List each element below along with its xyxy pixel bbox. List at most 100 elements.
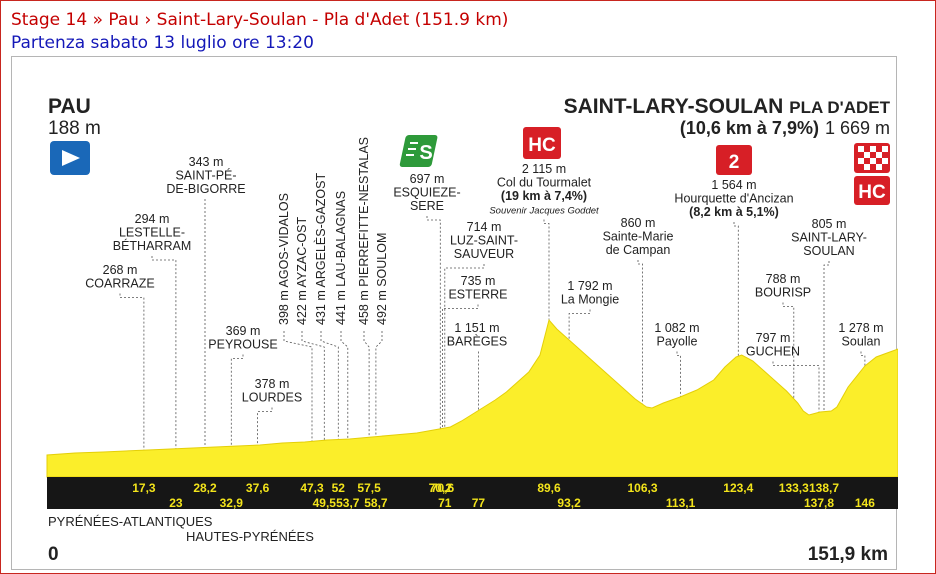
point-label-9-line-1: Col du Tourmalet bbox=[497, 176, 592, 190]
km-band bbox=[47, 477, 898, 509]
km-tick-bottom-1: 32,9 bbox=[220, 496, 244, 510]
department-2: HAUTES-PYRÉNÉES bbox=[186, 529, 314, 544]
leader-line-9 bbox=[543, 219, 550, 477]
point-label-17-line-0: 1 278 m bbox=[838, 321, 883, 335]
km-tick-bottom-0: 23 bbox=[169, 496, 183, 510]
point-label-9-line-3: Souvenir Jacques Goddet bbox=[489, 206, 599, 217]
elevation-profile bbox=[46, 318, 898, 478]
finish-title: SAINT-LARY-SOULAN PLA D'ADET bbox=[564, 95, 891, 118]
point-label-2-line-2: DE-BIGORRE bbox=[166, 182, 245, 196]
start-flag-icon bbox=[50, 141, 90, 175]
point-label-6-line-2: SAUVEUR bbox=[454, 247, 514, 261]
point-label-2-line-1: SAINT-PÉ- bbox=[175, 168, 236, 183]
leader-line-5 bbox=[426, 216, 441, 477]
point-label-10-line-1: La Mongie bbox=[561, 293, 619, 307]
point-label-16-line-2: SOULAN bbox=[803, 244, 854, 258]
leader-line-7 bbox=[442, 304, 479, 477]
km-tick-bottom-6: 77 bbox=[472, 496, 486, 510]
point-label-2-line-0: 343 m bbox=[189, 155, 224, 169]
vertical-leader-3 bbox=[340, 331, 349, 477]
point-label-3-line-0: 369 m bbox=[226, 324, 261, 338]
ancizan-badge-label: 2 bbox=[729, 152, 740, 173]
km-tick-bottom-5: 71 bbox=[438, 496, 452, 510]
km-tick-top-2: 37,6 bbox=[246, 481, 270, 495]
km-tick-top-8: 89,6 bbox=[537, 481, 561, 495]
point-label-10: 1 792 mLa Mongie bbox=[561, 279, 619, 307]
finish-icon bbox=[854, 143, 890, 173]
point-label-15-line-1: GUCHEN bbox=[746, 345, 800, 359]
vertical-leader-2 bbox=[320, 331, 339, 477]
point-label-0-line-0: 268 m bbox=[103, 263, 138, 277]
leader-line-4 bbox=[257, 407, 273, 477]
start-altitude: 188 m bbox=[48, 118, 101, 139]
leader-line-10 bbox=[568, 309, 591, 477]
point-label-14-line-0: 788 m bbox=[766, 272, 801, 286]
point-label-0-line-1: COARRAZE bbox=[85, 277, 154, 291]
leader-line-6 bbox=[444, 264, 485, 477]
point-label-7-line-1: ESTERRE bbox=[448, 288, 507, 302]
km-tick-bottom-10: 146 bbox=[855, 496, 875, 510]
leader-line-1 bbox=[151, 256, 177, 477]
department-1: PYRÉNÉES-ATLANTIQUES bbox=[48, 514, 213, 529]
km-tick-top-11: 133,3 bbox=[779, 481, 809, 495]
tourmalet-badge-label: HC bbox=[528, 135, 556, 156]
stage-profile: 17,3 28,2 37,6 47,3 52 57,5 70,2 70,6 89,6 106,3 1… bbox=[11, 56, 898, 570]
point-label-11-line-1: Sainte-Marie bbox=[603, 230, 674, 244]
point-label-1-line-2: BÉTHARRAM bbox=[113, 238, 191, 253]
km-tick-bottom-3: 53,7 bbox=[336, 496, 360, 510]
vertical-label-4: 458 m PIERREFITTE-NESTALAS bbox=[357, 137, 371, 325]
sprint-label: S bbox=[419, 142, 432, 164]
point-label-12-line-1: Payolle bbox=[657, 335, 698, 349]
point-label-4-line-1: LOURDES bbox=[242, 391, 302, 405]
stage-title: Stage 14 » Pau › Saint-Lary-Soulan - Pla… bbox=[11, 10, 509, 30]
km-tick-bottom-8: 113,1 bbox=[666, 496, 696, 510]
point-label-12-line-0: 1 082 m bbox=[654, 321, 699, 335]
profile-diagram: 17,3 28,2 37,6 47,3 52 57,5 70,270,6 89,6 106,3 1… bbox=[46, 95, 898, 565]
departure-time: Partenza sabato 13 luglio ore 13:20 bbox=[11, 33, 314, 53]
finish-name: SAINT-LARY-SOULAN bbox=[564, 95, 784, 118]
km-tick-top-1: 28,2 bbox=[193, 481, 217, 495]
km-tick-top-4: 52 bbox=[332, 481, 346, 495]
point-label-5-line-0: 697 m bbox=[410, 172, 445, 186]
vertical-label-5: 492 m SOULOM bbox=[375, 233, 389, 325]
km-tick-bottom-2: 49,5 bbox=[313, 496, 337, 510]
finish-altitude: 1 669 m bbox=[825, 118, 890, 138]
point-label-1-line-0: 294 m bbox=[135, 212, 170, 226]
km-tick-top-7: 70,6 bbox=[431, 481, 455, 495]
point-label-5-line-2: SERE bbox=[410, 199, 444, 213]
vertical-leader-4 bbox=[363, 331, 370, 477]
point-label-16-line-1: SAINT-LARY- bbox=[791, 231, 867, 245]
point-label-9-line-2: (19 km à 7,4%) bbox=[501, 189, 587, 203]
vertical-label-0: 398 m AGOS-VIDALOS bbox=[277, 193, 291, 325]
climb-cat2-icon: 2 bbox=[716, 145, 752, 175]
km-tick-top-5: 57,5 bbox=[357, 481, 381, 495]
finish-hc-label: HC bbox=[858, 182, 886, 203]
km-tick-top-9: 106,3 bbox=[627, 481, 657, 495]
point-label-17-line-1: Soulan bbox=[842, 335, 881, 349]
point-label-13-line-1: Hourquette d'Ancizan bbox=[674, 192, 793, 206]
vertical-leader-0 bbox=[283, 331, 313, 477]
point-label-10-line-0: 1 792 m bbox=[567, 279, 612, 293]
finish-climb: (10,6 km à 7,9%) bbox=[680, 118, 819, 138]
finish-hc-icon: HC bbox=[854, 176, 890, 205]
vertical-label-3: 441 m LAU-BALAGNAS bbox=[334, 191, 348, 325]
point-label-11-line-2: de Campan bbox=[606, 243, 671, 257]
point-label-16-line-0: 805 m bbox=[812, 217, 847, 231]
km-tick-bottom-7: 93,2 bbox=[557, 496, 581, 510]
leader-line-0 bbox=[119, 293, 145, 477]
point-label-1-line-1: LESTELLE- bbox=[119, 226, 185, 240]
point-label-6-line-0: 714 m bbox=[467, 220, 502, 234]
climb-hc-icon: HC bbox=[523, 127, 561, 159]
